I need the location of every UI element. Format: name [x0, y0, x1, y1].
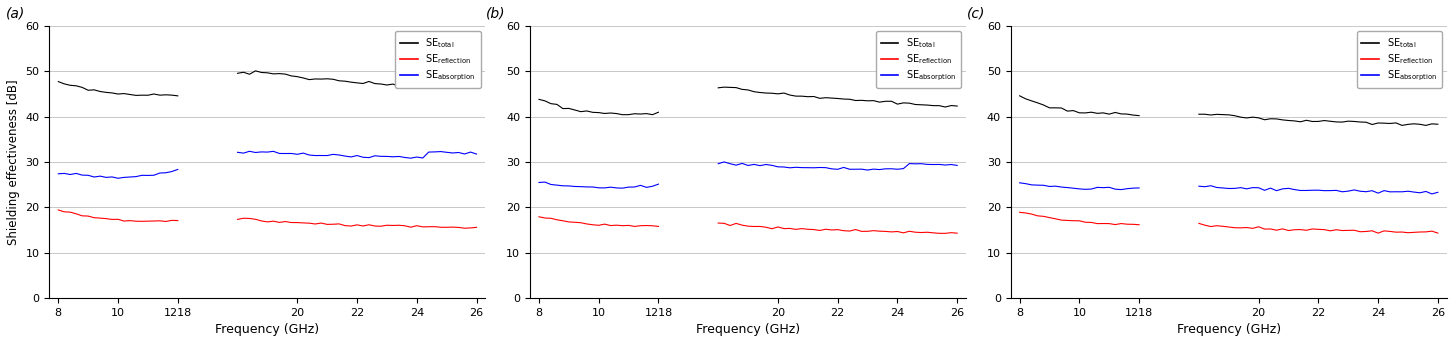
Legend: SE$_{\rm total}$, SE$_{\rm reflection}$, SE$_{\rm absorption}$: SE$_{\rm total}$, SE$_{\rm reflection}$,… [875, 31, 961, 88]
Text: (b): (b) [487, 7, 506, 21]
X-axis label: Frequency (GHz): Frequency (GHz) [215, 323, 320, 336]
X-axis label: Frequency (GHz): Frequency (GHz) [1176, 323, 1281, 336]
Legend: SE$_{\rm total}$, SE$_{\rm reflection}$, SE$_{\rm absorption}$: SE$_{\rm total}$, SE$_{\rm reflection}$,… [395, 31, 481, 88]
X-axis label: Frequency (GHz): Frequency (GHz) [696, 323, 800, 336]
Y-axis label: Shielding effectiveness [dB]: Shielding effectiveness [dB] [7, 79, 20, 245]
Legend: SE$_{\rm total}$, SE$_{\rm reflection}$, SE$_{\rm absorption}$: SE$_{\rm total}$, SE$_{\rm reflection}$,… [1357, 31, 1442, 88]
Text: (c): (c) [967, 7, 986, 21]
Text: (a): (a) [6, 7, 25, 21]
